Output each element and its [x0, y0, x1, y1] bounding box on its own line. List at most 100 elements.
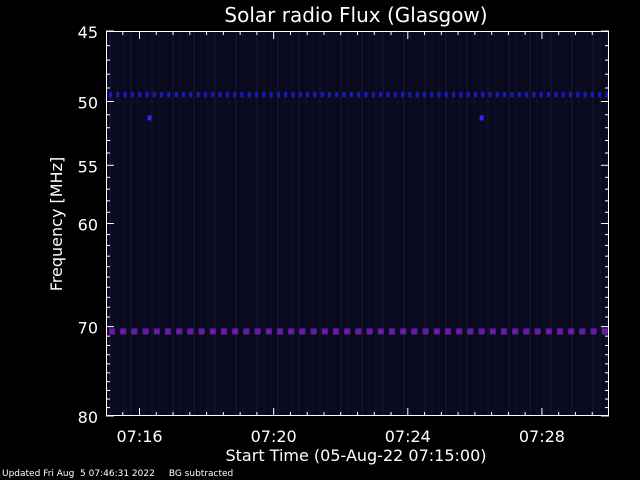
interference-dash — [174, 92, 178, 98]
interference-dash — [131, 328, 138, 335]
interference-dash — [198, 328, 205, 335]
interference-dash — [196, 92, 200, 98]
noise-stripe — [452, 31, 454, 416]
noise-stripe — [515, 31, 517, 416]
interference-dash — [456, 328, 463, 335]
interference-dash — [598, 92, 602, 98]
updated-timestamp: Updated Fri Aug 5 07:46:31 2022 — [2, 469, 155, 479]
interference-dash — [415, 92, 419, 98]
noise-stripe — [417, 31, 419, 416]
interference-dash — [495, 92, 499, 98]
noise-stripe — [319, 31, 321, 416]
interference-dash — [411, 328, 418, 335]
interference-dash — [203, 92, 207, 98]
noise-stripe — [410, 31, 412, 416]
y-tick-label: 55 — [78, 157, 98, 176]
noise-stripe — [480, 31, 482, 416]
y-tick-label: 80 — [78, 408, 98, 427]
interference-dash — [400, 328, 407, 335]
interference-dash — [209, 328, 216, 335]
interference-dash — [534, 328, 541, 335]
y-tick-label: 45 — [78, 23, 98, 42]
noise-stripe — [361, 31, 363, 416]
interference-dash — [379, 92, 383, 98]
noise-stripe — [564, 31, 566, 416]
interference-dash — [299, 328, 306, 335]
noise-stripe — [235, 31, 237, 416]
interference-dash — [545, 328, 552, 335]
emission-features — [109, 92, 609, 335]
noise-stripe — [277, 31, 279, 416]
noise-stripe — [256, 31, 258, 416]
noise-stripe — [396, 31, 398, 416]
noise-stripe — [298, 31, 300, 416]
noise-stripe — [284, 31, 286, 416]
interference-dash — [240, 92, 244, 98]
noise-stripe — [221, 31, 223, 416]
interference-dash — [503, 92, 507, 98]
interference-dash — [579, 328, 586, 335]
interference-dash — [232, 328, 239, 335]
interference-dash — [371, 92, 375, 98]
interference-dash — [393, 92, 397, 98]
interference-dash — [165, 328, 171, 335]
interference-dash — [601, 328, 608, 335]
noise-stripe — [172, 31, 174, 416]
noise-stripe — [571, 31, 573, 416]
interference-dash — [523, 328, 530, 335]
interference-dash — [590, 92, 594, 98]
interference-dash — [576, 92, 580, 98]
y-tick-label: 70 — [78, 319, 98, 338]
noise-stripe — [543, 31, 545, 416]
interference-dash — [605, 92, 609, 98]
interference-dash — [430, 92, 434, 98]
interference-dash — [437, 92, 441, 98]
noise-stripe — [151, 31, 153, 416]
interference-dash — [501, 328, 507, 335]
noise-stripe — [487, 31, 489, 416]
interference-dash — [488, 92, 492, 98]
interference-dash — [489, 328, 496, 335]
interference-dash — [408, 92, 412, 98]
x-tick-label: 07:24 — [385, 427, 431, 446]
interference-dash — [554, 92, 558, 98]
interference-dash — [243, 328, 250, 335]
interference-dash — [335, 92, 339, 98]
noise-stripe — [193, 31, 195, 416]
interference-dash — [247, 92, 251, 98]
noise-stripe — [326, 31, 328, 416]
background-noise — [109, 31, 608, 416]
noise-stripe — [550, 31, 552, 416]
background-note: BG subtracted — [168, 469, 234, 479]
interference-dash — [152, 92, 156, 98]
noise-stripe — [207, 31, 209, 416]
interference-dash — [459, 92, 463, 98]
noise-stripe — [522, 31, 524, 416]
interference-dash — [284, 92, 288, 98]
interference-dash — [145, 92, 149, 98]
noise-stripe — [431, 31, 433, 416]
emission-spot — [479, 115, 484, 121]
interference-dash — [123, 92, 127, 98]
noise-stripe — [123, 31, 125, 416]
interference-dash — [590, 328, 597, 335]
y-tick-label: 50 — [78, 94, 98, 113]
plot-area — [106, 31, 609, 416]
interference-dash — [386, 92, 390, 98]
noise-stripe — [116, 31, 118, 416]
noise-stripe — [214, 31, 216, 416]
interference-dash — [517, 92, 521, 98]
interference-dash — [298, 92, 302, 98]
noise-stripe — [529, 31, 531, 416]
interference-dash — [277, 328, 283, 335]
interference-dash — [557, 328, 563, 335]
interference-dash — [265, 328, 272, 335]
interference-dash — [328, 92, 331, 98]
interference-dash — [255, 92, 258, 98]
y-tick-label: 60 — [78, 216, 98, 235]
interference-dash — [344, 328, 351, 335]
interference-dash — [320, 92, 324, 98]
interference-dash — [568, 92, 572, 98]
interference-dash — [167, 92, 171, 98]
noise-stripe — [305, 31, 307, 416]
